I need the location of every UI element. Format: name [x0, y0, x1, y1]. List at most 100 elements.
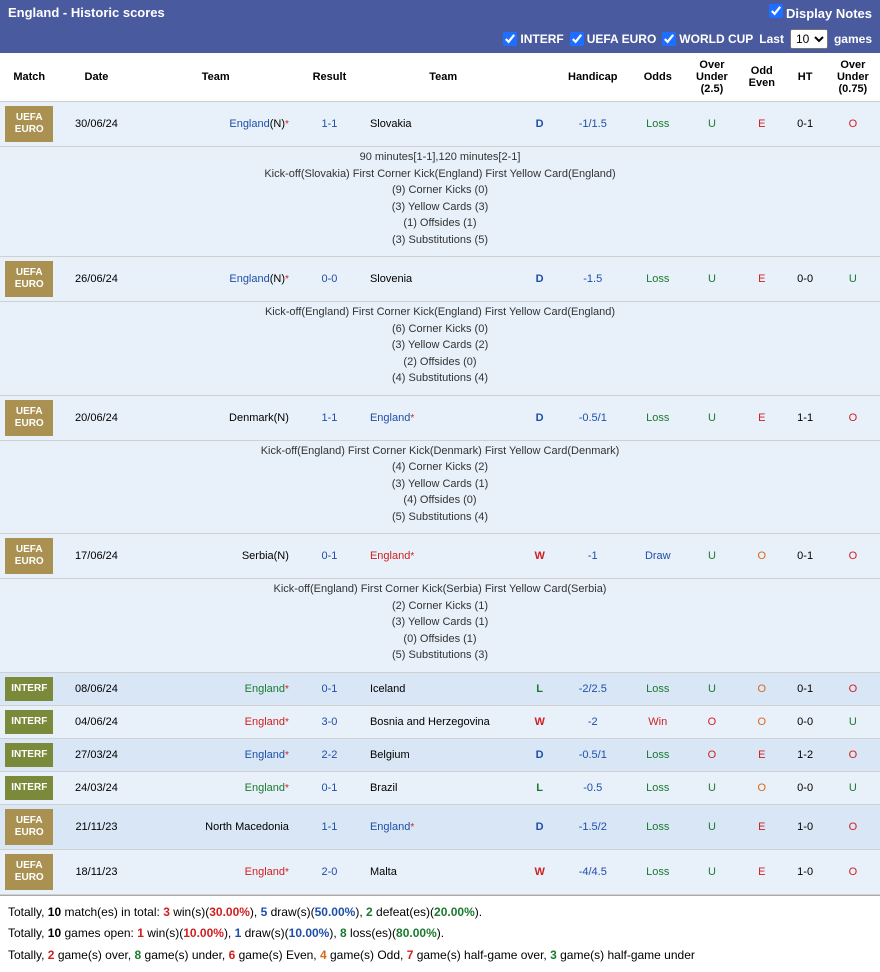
odds-cell: Loss — [631, 672, 685, 705]
away-team[interactable]: England* — [362, 534, 525, 579]
wdl-cell: L — [524, 771, 554, 804]
away-team[interactable]: Belgium — [362, 738, 525, 771]
home-team[interactable]: England* — [134, 705, 297, 738]
ht-cell: 1-1 — [785, 395, 826, 440]
section-header: England - Historic scores Display Notes — [0, 0, 880, 25]
wdl-cell: L — [524, 672, 554, 705]
col-header: Handicap — [555, 53, 631, 102]
notes-row: Kick-off(England) First Corner Kick(Engl… — [0, 302, 880, 396]
ou075-cell: U — [826, 257, 880, 302]
away-team[interactable]: Iceland — [362, 672, 525, 705]
home-team[interactable]: England(N)* — [134, 257, 297, 302]
home-team[interactable]: Serbia(N) — [134, 534, 297, 579]
away-team[interactable]: Bosnia and Herzegovina — [362, 705, 525, 738]
table-row[interactable]: INTERF04/06/24England*3-0Bosnia and Herz… — [0, 705, 880, 738]
table-row[interactable]: UEFA EURO17/06/24Serbia(N)0-1England*W-1… — [0, 534, 880, 579]
date-cell: 08/06/24 — [59, 672, 135, 705]
oddeven-cell: O — [739, 705, 785, 738]
last-games-select[interactable]: 10 — [790, 29, 828, 49]
result-cell[interactable]: 1-1 — [297, 102, 362, 147]
odds-cell: Loss — [631, 395, 685, 440]
table-row[interactable]: INTERF08/06/24England*0-1IcelandL-2/2.5L… — [0, 672, 880, 705]
oddeven-cell: E — [739, 804, 785, 849]
table-row[interactable]: UEFA EURO21/11/23North Macedonia1-1Engla… — [0, 804, 880, 849]
last-label-prefix: Last — [759, 32, 784, 46]
last-label-suffix: games — [834, 32, 872, 46]
filter-worldcup[interactable]: WORLD CUP — [662, 32, 753, 46]
filter-worldcup-checkbox[interactable] — [662, 32, 676, 46]
ht-cell: 1-0 — [785, 849, 826, 894]
ht-cell: 1-2 — [785, 738, 826, 771]
table-header-row: MatchDateTeamResultTeamHandicapOddsOver … — [0, 53, 880, 102]
result-cell[interactable]: 0-1 — [297, 534, 362, 579]
table-row[interactable]: INTERF24/03/24England*0-1BrazilL-0.5Loss… — [0, 771, 880, 804]
filter-uefa-checkbox[interactable] — [570, 32, 584, 46]
result-cell[interactable]: 0-1 — [297, 672, 362, 705]
result-cell[interactable]: 2-0 — [297, 849, 362, 894]
result-cell[interactable]: 1-1 — [297, 395, 362, 440]
home-team[interactable]: England* — [134, 771, 297, 804]
away-team[interactable]: England* — [362, 804, 525, 849]
odds-cell: Loss — [631, 804, 685, 849]
handicap-cell: -1/1.5 — [555, 102, 631, 147]
result-cell[interactable]: 2-2 — [297, 738, 362, 771]
away-team[interactable]: England* — [362, 395, 525, 440]
handicap-cell: -4/4.5 — [555, 849, 631, 894]
comp-badge: UEFA EURO — [5, 400, 53, 436]
date-cell: 04/06/24 — [59, 705, 135, 738]
ou075-cell: O — [826, 672, 880, 705]
col-header: Odd Even — [739, 53, 785, 102]
comp-badge: UEFA EURO — [5, 854, 53, 890]
home-team[interactable]: England* — [134, 672, 297, 705]
summary-section: Totally, 10 match(es) in total: 3 win(s)… — [0, 895, 880, 972]
home-team[interactable]: England(N)* — [134, 102, 297, 147]
ou075-cell: O — [826, 534, 880, 579]
oddeven-cell: O — [739, 534, 785, 579]
col-header: Over Under (0.75) — [826, 53, 880, 102]
odds-cell: Loss — [631, 102, 685, 147]
away-team[interactable]: Malta — [362, 849, 525, 894]
filter-interf[interactable]: INTERF — [503, 32, 563, 46]
home-team[interactable]: North Macedonia — [134, 804, 297, 849]
away-team[interactable]: Brazil — [362, 771, 525, 804]
oddeven-cell: E — [739, 395, 785, 440]
result-cell[interactable]: 3-0 — [297, 705, 362, 738]
filters-bar: INTERF UEFA EURO WORLD CUP Last 10 games — [0, 25, 880, 53]
scores-table: MatchDateTeamResultTeamHandicapOddsOver … — [0, 53, 880, 895]
ou25-cell: U — [685, 102, 739, 147]
col-header: Result — [297, 53, 362, 102]
table-row[interactable]: INTERF27/03/24England*2-2BelgiumD-0.5/1L… — [0, 738, 880, 771]
away-team[interactable]: Slovakia — [362, 102, 525, 147]
col-header: Team — [134, 53, 297, 102]
wdl-cell: W — [524, 534, 554, 579]
filter-uefa[interactable]: UEFA EURO — [570, 32, 657, 46]
ht-cell: 0-0 — [785, 257, 826, 302]
display-notes-checkbox[interactable] — [769, 4, 783, 18]
oddeven-cell: E — [739, 257, 785, 302]
home-team[interactable]: England* — [134, 738, 297, 771]
away-team[interactable]: Slovenia — [362, 257, 525, 302]
display-notes-toggle[interactable]: Display Notes — [769, 4, 872, 21]
ou075-cell: U — [826, 705, 880, 738]
table-row[interactable]: UEFA EURO26/06/24England(N)*0-0SloveniaD… — [0, 257, 880, 302]
date-cell: 26/06/24 — [59, 257, 135, 302]
result-cell[interactable]: 0-0 — [297, 257, 362, 302]
ht-cell: 0-1 — [785, 672, 826, 705]
handicap-cell: -0.5/1 — [555, 738, 631, 771]
result-cell[interactable]: 0-1 — [297, 771, 362, 804]
ou25-cell: U — [685, 804, 739, 849]
handicap-cell: -1.5 — [555, 257, 631, 302]
oddeven-cell: E — [739, 738, 785, 771]
table-row[interactable]: UEFA EURO30/06/24England(N)*1-1SlovakiaD… — [0, 102, 880, 147]
home-team[interactable]: England* — [134, 849, 297, 894]
date-cell: 18/11/23 — [59, 849, 135, 894]
filter-interf-checkbox[interactable] — [503, 32, 517, 46]
ou25-cell: U — [685, 771, 739, 804]
result-cell[interactable]: 1-1 — [297, 804, 362, 849]
wdl-cell: D — [524, 804, 554, 849]
home-team[interactable]: Denmark(N) — [134, 395, 297, 440]
ou25-cell: U — [685, 257, 739, 302]
table-row[interactable]: UEFA EURO18/11/23England*2-0MaltaW-4/4.5… — [0, 849, 880, 894]
section-title: England - Historic scores — [8, 5, 165, 20]
table-row[interactable]: UEFA EURO20/06/24Denmark(N)1-1England*D-… — [0, 395, 880, 440]
